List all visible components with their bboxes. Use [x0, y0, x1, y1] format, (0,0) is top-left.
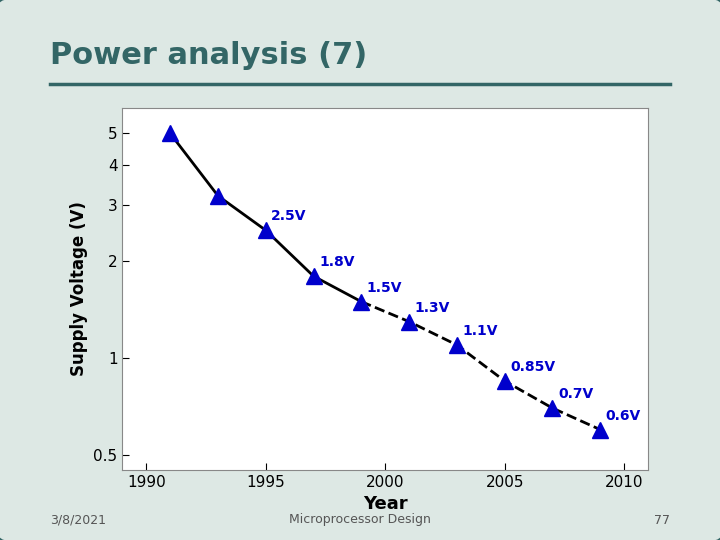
Text: 1.3V: 1.3V [415, 301, 450, 315]
Text: Microprocessor Design: Microprocessor Design [289, 514, 431, 526]
Y-axis label: Supply Voltage (V): Supply Voltage (V) [70, 201, 88, 376]
Text: 2.5V: 2.5V [271, 210, 307, 224]
Text: 3/8/2021: 3/8/2021 [50, 514, 107, 526]
Text: 0.6V: 0.6V [606, 409, 641, 423]
Text: 1.5V: 1.5V [367, 281, 402, 295]
X-axis label: Year: Year [363, 495, 408, 513]
Text: 1.1V: 1.1V [462, 324, 498, 338]
Text: 0.85V: 0.85V [510, 360, 555, 374]
Text: 77: 77 [654, 514, 670, 526]
Text: Power analysis (7): Power analysis (7) [50, 41, 368, 70]
Text: 1.8V: 1.8V [319, 255, 354, 269]
Text: 0.7V: 0.7V [558, 387, 593, 401]
